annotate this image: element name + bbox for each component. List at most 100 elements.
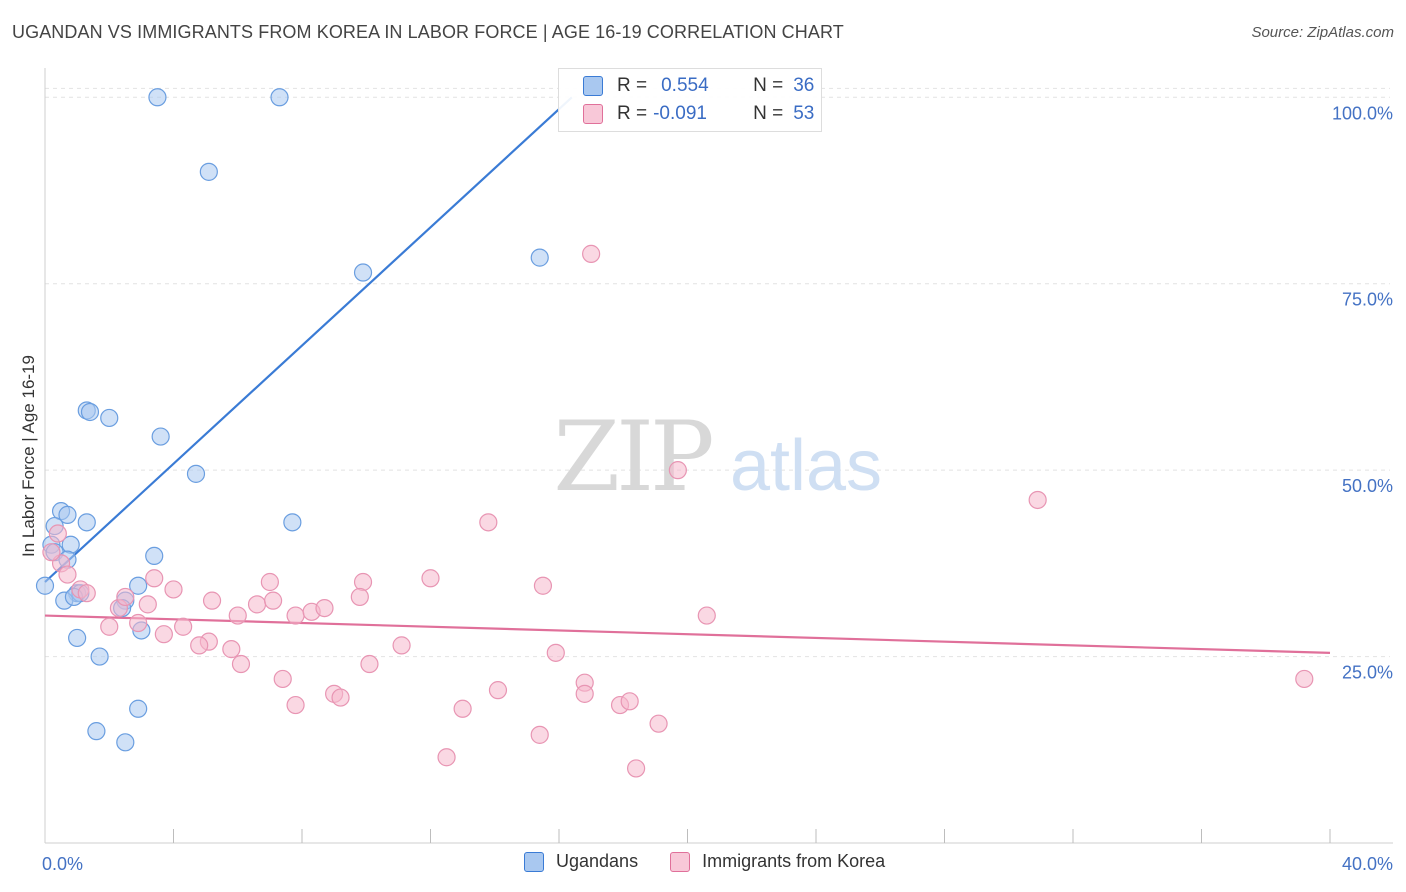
series-name: Immigrants from Korea	[702, 851, 886, 871]
korea-point	[479, 513, 498, 532]
legend-r-label: R =	[617, 75, 648, 96]
ugandan-point	[353, 263, 373, 282]
korea-point	[58, 565, 77, 584]
korea-point	[1028, 490, 1047, 510]
korea-point	[164, 580, 183, 599]
ugandan-point	[145, 546, 164, 566]
korea-point	[649, 714, 668, 733]
korea-point	[228, 606, 247, 625]
y-tick-label: 50.0%	[1342, 476, 1393, 496]
korea-point	[174, 617, 193, 636]
trend-lines	[44, 96, 1331, 654]
ugandan-point	[186, 464, 206, 483]
korea-point	[488, 681, 508, 700]
korea-point	[530, 725, 549, 744]
korea-point	[100, 617, 119, 636]
korea-point	[263, 591, 283, 610]
legend-row-korea: R = -0.091 N = 53	[583, 100, 814, 128]
ugandan-point	[199, 162, 218, 181]
axes	[44, 68, 1393, 844]
korea-point	[129, 613, 148, 633]
korea-point	[286, 606, 305, 625]
korea-point	[437, 748, 456, 767]
korea-point	[247, 595, 267, 614]
legend-r-label: R =	[617, 103, 648, 124]
watermark-atlas: atlas	[730, 426, 882, 506]
x-tick-label: 0.0%	[42, 854, 83, 874]
ugandan-point	[80, 402, 100, 422]
korea-point	[533, 576, 553, 595]
series-name: Ugandans	[556, 851, 639, 871]
watermark: ZIP atlas	[553, 401, 882, 513]
korea-point	[620, 692, 639, 711]
ugandan-point	[283, 513, 302, 532]
ugandan-point	[90, 647, 109, 666]
y-tick-label: 25.0%	[1342, 663, 1393, 683]
ugandan-point	[148, 88, 167, 107]
korea-point	[668, 461, 687, 480]
legend-n-value: 36	[793, 75, 815, 96]
ugandan-trend-line	[44, 96, 573, 583]
grid-lines	[45, 87, 1390, 658]
korea-point	[392, 636, 411, 655]
y-tick-label: 100.0%	[1332, 103, 1393, 123]
korea-point	[546, 643, 565, 662]
korea-point	[350, 587, 369, 607]
korea-point	[260, 572, 279, 592]
legend-swatch-blue	[583, 76, 603, 96]
ugandan-point	[68, 628, 87, 648]
legend-n-value: 53	[793, 103, 815, 124]
y-tick-label: 75.0%	[1342, 290, 1393, 310]
series-legend: Ugandans Immigrants from Korea	[524, 851, 917, 872]
korea-point	[286, 695, 305, 715]
x-tick-label: 40.0%	[1342, 854, 1393, 874]
legend-swatch-blue	[524, 851, 544, 872]
korea-point	[231, 654, 251, 674]
ugandan-point	[58, 505, 77, 524]
korea-point	[138, 595, 157, 614]
data-points	[35, 88, 1314, 778]
korea-point	[273, 669, 292, 689]
korea-point	[190, 636, 209, 655]
ugandan-point	[100, 408, 119, 428]
korea-point	[202, 591, 222, 610]
series-legend-korea[interactable]: Immigrants from Korea	[670, 851, 885, 872]
korea-point	[421, 569, 440, 588]
ugandan-point	[87, 722, 106, 741]
correlation-legend: R = 0.554 N = 36 R = -0.091 N = 53	[558, 68, 822, 132]
ugandan-point	[116, 733, 135, 752]
korea-point	[453, 699, 472, 718]
legend-n-label: N =	[753, 103, 784, 124]
y-axis-label: In Labor Force | Age 16-19	[19, 355, 38, 557]
tick-labels: 25.0% 50.0% 75.0% 100.0% 0.0% 40.0%	[42, 103, 1393, 874]
korea-point	[154, 625, 173, 644]
korea-point	[331, 688, 350, 707]
chart-title: UGANDAN VS IMMIGRANTS FROM KOREA IN LABO…	[12, 22, 844, 42]
korea-point	[575, 684, 594, 703]
korea-point	[1295, 669, 1314, 689]
korea-point	[360, 654, 379, 674]
legend-n-label: N =	[753, 75, 784, 96]
korea-point	[116, 587, 135, 607]
korea-point	[315, 598, 334, 618]
korea-point	[353, 572, 373, 592]
legend-swatch-pink	[670, 851, 691, 872]
korea-point	[48, 524, 67, 543]
ugandan-point	[151, 427, 170, 446]
legend-r-value: -0.091	[653, 103, 707, 124]
korea-point	[222, 640, 241, 659]
korea-point	[42, 543, 61, 562]
korea-point	[626, 759, 646, 778]
ugandan-point	[270, 88, 289, 107]
source-label: Source: ZipAtlas.com	[1251, 24, 1394, 41]
series-legend-ugandans[interactable]: Ugandans	[524, 851, 638, 872]
ugandan-point	[77, 513, 96, 532]
ugandan-point	[35, 576, 55, 595]
legend-row-ugandans: R = 0.554 N = 36	[583, 72, 814, 100]
korea-point	[697, 606, 716, 625]
legend-swatch-pink	[583, 104, 603, 124]
korea-trend-line	[44, 614, 1331, 654]
korea-point	[145, 569, 164, 588]
ugandan-point	[129, 699, 148, 718]
